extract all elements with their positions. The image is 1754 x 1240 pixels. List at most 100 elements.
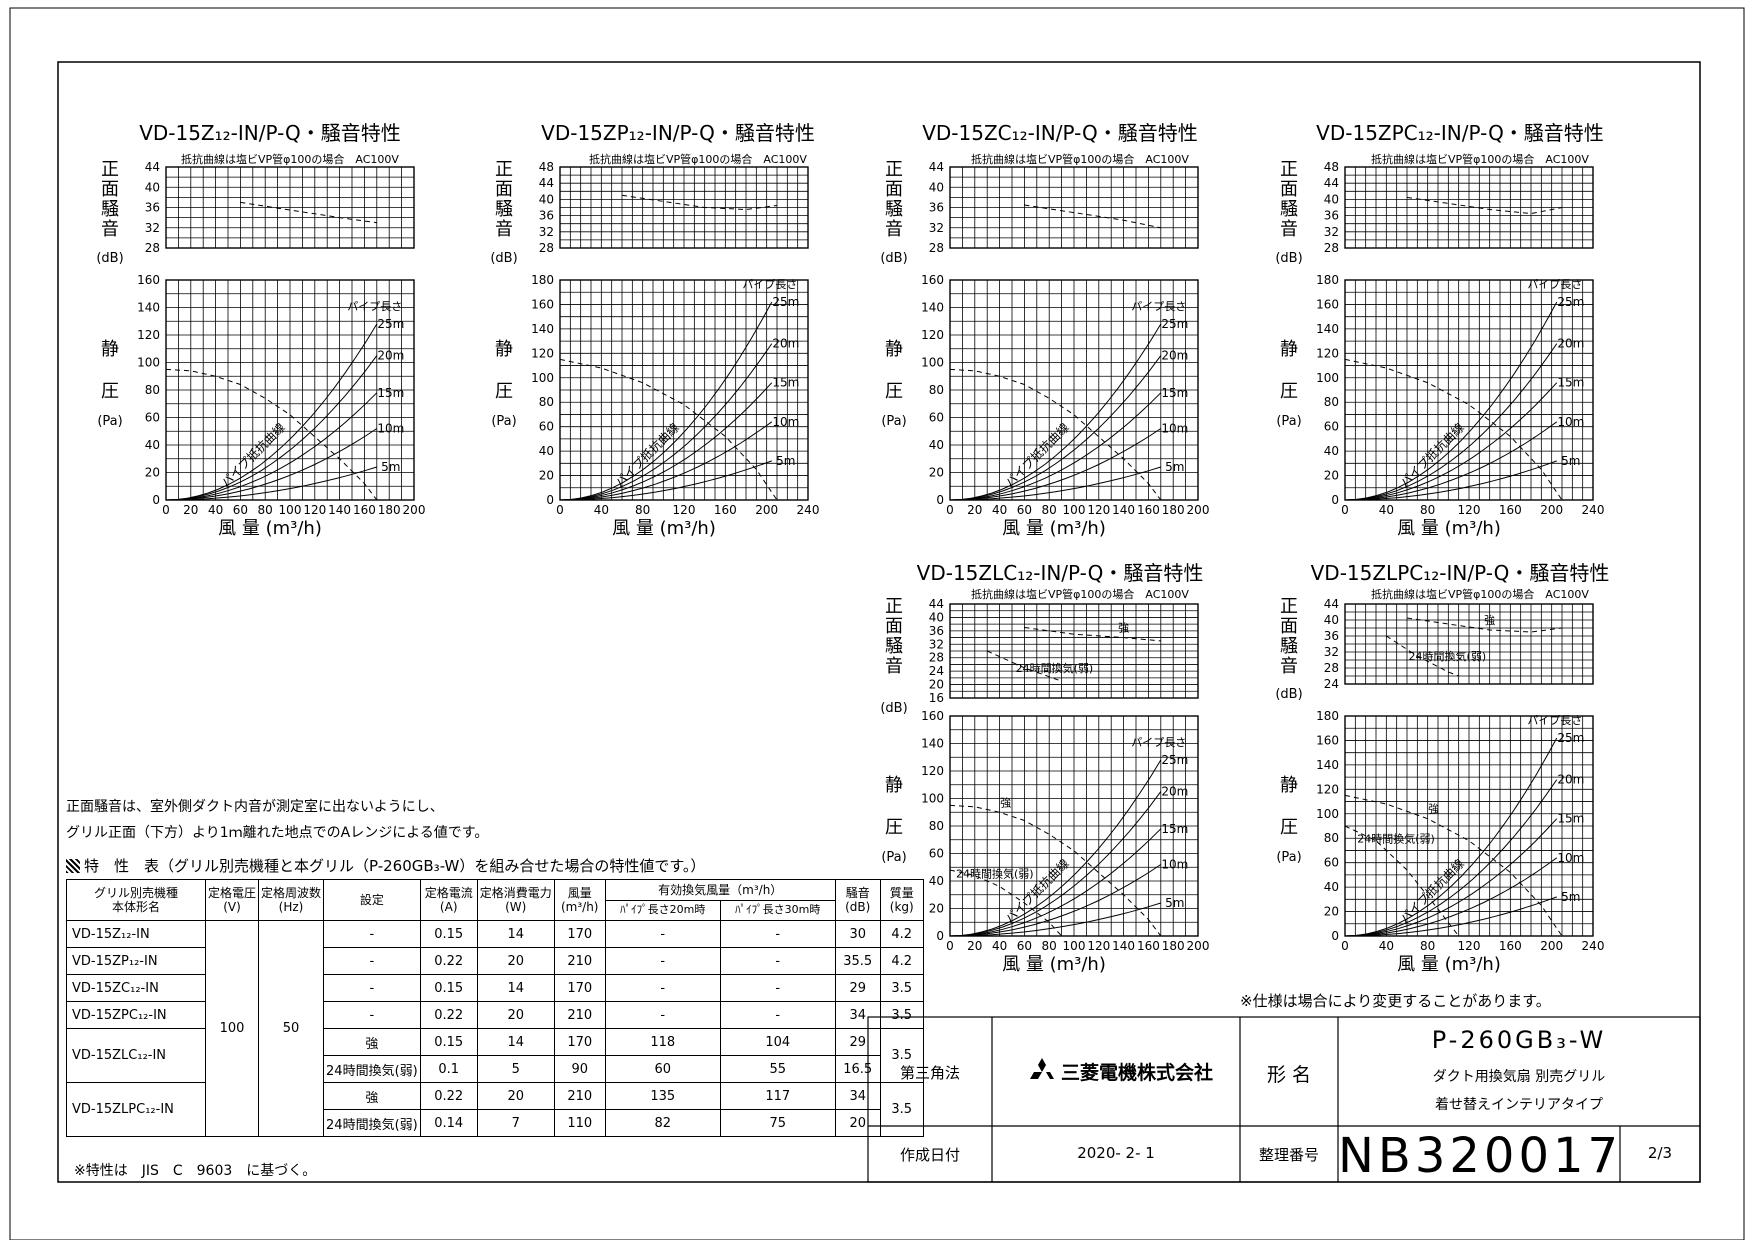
pressure-tick: 160: [1316, 733, 1339, 747]
pipe-label: 15m: [1557, 812, 1584, 826]
table-cell: 82: [604, 1109, 721, 1137]
noise-ylabel: 正: [1280, 159, 1298, 180]
noise-tick: 44: [539, 176, 554, 190]
th-eff-30: ﾊﾟｲﾌﾟ長さ30m時: [719, 899, 836, 921]
x-tick: 200: [1540, 939, 1563, 953]
noise-ylabel: 面: [1280, 179, 1298, 200]
projection-label: 第三角法: [899, 1064, 960, 1082]
noise-ylabel: 面: [885, 179, 903, 200]
x-axis-label: 風 量 (m³/h): [1397, 518, 1501, 539]
table-cell: -: [719, 1001, 836, 1029]
pipe-curve: [559, 382, 773, 501]
noise-curve-weak: [986, 650, 1062, 682]
pressure-tick: 80: [929, 383, 944, 397]
x-tick: 80: [258, 503, 273, 517]
pressure-tick: 60: [1324, 420, 1339, 434]
table-cell: 110: [553, 1109, 606, 1137]
pressure-tick: 0: [546, 493, 554, 507]
pressure-ylabel: 圧: [885, 817, 903, 838]
pressure-tick: 0: [1331, 493, 1339, 507]
table-cell: 210: [553, 947, 606, 975]
th-voltage: 定格電圧 (V): [204, 879, 260, 921]
x-tick: 160: [1137, 503, 1160, 517]
pressure-tick: 40: [929, 874, 944, 888]
pressure-tick: 100: [921, 356, 944, 370]
noise-tick: 40: [145, 180, 160, 194]
pressure-tick: 140: [531, 322, 554, 336]
setting-cell: 強: [323, 1028, 421, 1056]
pressure-tick: 80: [539, 395, 554, 409]
x-tick: 80: [635, 503, 650, 517]
pipe-label: 25m: [1161, 753, 1188, 767]
table-row: 24時間換気(弱) 0.1 5 90 60 55 16.5: [67, 1055, 924, 1083]
pipe-label: 25m: [377, 317, 404, 331]
x-tick: 0: [946, 503, 954, 517]
noise-curve-weak: [1386, 635, 1459, 677]
pq-strong-label: 強: [1000, 796, 1011, 809]
noise-tick: 36: [929, 624, 944, 638]
noise-unit: (dB): [1275, 251, 1302, 266]
mass-cell: 3.5: [879, 1028, 924, 1083]
x-tick: 0: [556, 503, 564, 517]
pressure-tick: 0: [1331, 929, 1339, 943]
noise-strong-label: 強: [1118, 622, 1129, 635]
spec-change-note: ※仕様は場合により変更することがあります。: [1240, 992, 1551, 1010]
noise-weak-label: 24時間換気(弱): [1409, 649, 1487, 663]
pipe-header: パイプ長さ: [1131, 300, 1186, 313]
pressure-tick: 20: [1324, 905, 1339, 919]
pipe-label: 25m: [772, 295, 799, 309]
pressure-tick: 100: [137, 356, 160, 370]
pipe-curve: [559, 460, 772, 501]
noise-tick: 32: [929, 637, 944, 651]
noise-tick: 32: [929, 221, 944, 235]
pressure-tick: 20: [929, 902, 944, 916]
table-cell: 135: [604, 1082, 721, 1110]
table-row: 24時間換気(弱) 0.14 7 110 82 75 20: [67, 1109, 924, 1137]
noise-tick: 32: [1324, 645, 1339, 659]
pressure-unit: (Pa): [97, 414, 122, 429]
table-cell: -: [719, 920, 836, 948]
drawing-number: NB320017: [1338, 1128, 1623, 1184]
pipe-label: 20m: [1161, 785, 1188, 799]
pressure-tick: 60: [539, 420, 554, 434]
x-tick: 120: [1087, 939, 1110, 953]
chart-c5: VD-15ZLC₁₂-IN/P-Q・騒音特性抵抗曲線は塩ビVP管φ100の場合 …: [880, 561, 1209, 975]
pressure-tick: 100: [921, 792, 944, 806]
table-row: VD-15ZP₁₂-IN -0.22 20 210- -35.5 4.2: [66, 947, 924, 975]
table-cell: 20: [834, 1109, 881, 1137]
pq-weak-label: 24時間換気(弱): [956, 867, 1034, 881]
th-freq: 定格周波数 (Hz): [258, 879, 325, 921]
jis-footnote: ※特性は JIS C 9603 に基づく。: [74, 1163, 317, 1179]
pq-curve: [165, 368, 378, 501]
noise-ylabel: 面: [885, 616, 903, 637]
noise-curve-strong: [1024, 627, 1161, 642]
pressure-tick: 120: [531, 346, 554, 360]
pipe-label: 15m: [1557, 376, 1584, 390]
pipe-curve: [559, 343, 773, 501]
x-tick: 120: [1458, 503, 1481, 517]
pressure-tick: 100: [1316, 371, 1339, 385]
chart-title: VD-15ZLC₁₂-IN/P-Q・騒音特性: [917, 561, 1204, 585]
table-cell: 0.15: [419, 920, 478, 948]
x-tick: 200: [755, 503, 778, 517]
noise-unit: (dB): [880, 701, 907, 716]
pressure-tick: 80: [1324, 395, 1339, 409]
pressure-unit: (Pa): [1276, 850, 1301, 865]
noise-tick: 16: [929, 691, 944, 705]
pipe-label: 20m: [1557, 773, 1584, 787]
x-tick: 180: [378, 503, 401, 517]
noise-ylabel: 正: [495, 159, 513, 180]
x-tick: 240: [1582, 503, 1605, 517]
noise-tick: 36: [1324, 629, 1339, 643]
x-axis-label: 風 量 (m³/h): [612, 518, 716, 539]
pipe-label: 15m: [1161, 822, 1188, 836]
table-cell: 104: [719, 1028, 836, 1056]
pressure-tick: 0: [936, 929, 944, 943]
pipe-header: パイプ長さ: [1527, 714, 1582, 727]
pressure-tick: 140: [1316, 758, 1339, 772]
noise-ylabel: 音: [1280, 656, 1298, 677]
pressure-tick: 100: [531, 371, 554, 385]
x-tick: 60: [1017, 503, 1032, 517]
noise-tick: 24: [929, 664, 944, 678]
